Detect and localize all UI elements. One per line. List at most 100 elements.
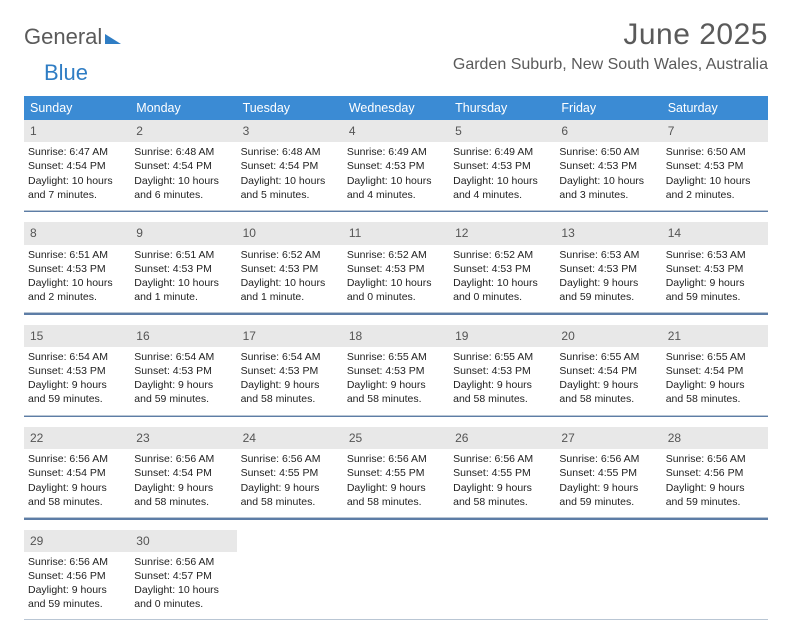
sunset-line: Sunset: 4:54 PM (28, 159, 126, 173)
sunrise-line: Sunrise: 6:54 AM (134, 350, 232, 364)
day-number: 11 (343, 222, 449, 244)
sunrise-line: Sunrise: 6:48 AM (134, 145, 232, 159)
day-number: 8 (24, 222, 130, 244)
day-cell: 22Sunrise: 6:56 AMSunset: 4:54 PMDayligh… (24, 427, 130, 517)
sunset-line: Sunset: 4:53 PM (666, 159, 764, 173)
sunrise-line: Sunrise: 6:52 AM (453, 248, 551, 262)
day-cell: . (449, 530, 555, 620)
sunset-line: Sunset: 4:53 PM (241, 262, 339, 276)
sunset-line: Sunset: 4:55 PM (559, 466, 657, 480)
day-cell: 30Sunrise: 6:56 AMSunset: 4:57 PMDayligh… (130, 530, 236, 620)
sunrise-line: Sunrise: 6:49 AM (347, 145, 445, 159)
sunrise-line: Sunrise: 6:54 AM (241, 350, 339, 364)
day-number: 22 (24, 427, 130, 449)
day-number: 15 (24, 325, 130, 347)
day-number: 25 (343, 427, 449, 449)
day-cell: 21Sunrise: 6:55 AMSunset: 4:54 PMDayligh… (662, 325, 768, 415)
day-cell: 11Sunrise: 6:52 AMSunset: 4:53 PMDayligh… (343, 222, 449, 312)
sunset-line: Sunset: 4:56 PM (28, 569, 126, 583)
sunrise-line: Sunrise: 6:56 AM (453, 452, 551, 466)
brand-mark-icon (105, 34, 121, 44)
day-cell: 2Sunrise: 6:48 AMSunset: 4:54 PMDaylight… (130, 120, 236, 210)
sunset-line: Sunset: 4:53 PM (559, 159, 657, 173)
week-separator (24, 211, 768, 213)
daylight-line: Daylight: 9 hours and 59 minutes. (666, 276, 764, 304)
sunset-line: Sunset: 4:53 PM (559, 262, 657, 276)
day-number: 23 (130, 427, 236, 449)
week-row: 1Sunrise: 6:47 AMSunset: 4:54 PMDaylight… (24, 120, 768, 211)
sunset-line: Sunset: 4:54 PM (134, 159, 232, 173)
day-cell: . (237, 530, 343, 620)
day-cell: 26 Sunrise: 6:56 AMSunset: 4:55 PMDayligh… (449, 427, 555, 517)
day-cell: 25Sunrise: 6:56 AMSunset: 4:55 PMDayligh… (343, 427, 449, 517)
day-cell: 24Sunrise: 6:56 AMSunset: 4:55 PMDayligh… (237, 427, 343, 517)
week-separator (24, 416, 768, 418)
brand-word-1: General (24, 24, 102, 50)
day-number: 27 (555, 427, 661, 449)
day-cell: 12Sunrise: 6:52 AMSunset: 4:53 PMDayligh… (449, 222, 555, 312)
day-cell: 16Sunrise: 6:54 AMSunset: 4:53 PMDayligh… (130, 325, 236, 415)
sunrise-line: Sunrise: 6:55 AM (453, 350, 551, 364)
week-row: 29Sunrise: 6:56 AMSunset: 4:56 PMDayligh… (24, 530, 768, 621)
daylight-line: Daylight: 9 hours and 58 minutes. (347, 481, 445, 509)
sunset-line: Sunset: 4:53 PM (347, 262, 445, 276)
day-number: 6 (555, 120, 661, 142)
daylight-line: Daylight: 9 hours and 58 minutes. (666, 378, 764, 406)
sunset-line: Sunset: 4:53 PM (347, 364, 445, 378)
day-number: 30 (130, 530, 236, 552)
sunrise-line: Sunrise: 6:47 AM (28, 145, 126, 159)
day-number: 7 (662, 120, 768, 142)
daylight-line: Daylight: 10 hours and 2 minutes. (666, 174, 764, 202)
day-number: 10 (237, 222, 343, 244)
dow-wednesday: Wednesday (343, 96, 449, 120)
daylight-line: Daylight: 9 hours and 59 minutes. (559, 481, 657, 509)
day-number: 3 (237, 120, 343, 142)
sunrise-line: Sunrise: 6:56 AM (666, 452, 764, 466)
daylight-line: Daylight: 10 hours and 0 minutes. (134, 583, 232, 611)
daylight-line: Daylight: 9 hours and 58 minutes. (453, 481, 551, 509)
sunrise-line: Sunrise: 6:53 AM (666, 248, 764, 262)
day-number: 24 (237, 427, 343, 449)
sunset-line: Sunset: 4:55 PM (453, 466, 551, 480)
sunset-line: Sunset: 4:54 PM (666, 364, 764, 378)
sunrise-line: Sunrise: 6:50 AM (666, 145, 764, 159)
day-number: 16 (130, 325, 236, 347)
day-cell: 29Sunrise: 6:56 AMSunset: 4:56 PMDayligh… (24, 530, 130, 620)
sunrise-line: Sunrise: 6:51 AM (28, 248, 126, 262)
dow-saturday: Saturday (662, 96, 768, 120)
day-cell: 18Sunrise: 6:55 AMSunset: 4:53 PMDayligh… (343, 325, 449, 415)
sunset-line: Sunset: 4:53 PM (666, 262, 764, 276)
day-cell: 23Sunrise: 6:56 AMSunset: 4:54 PMDayligh… (130, 427, 236, 517)
day-cell: . (343, 530, 449, 620)
sunrise-line: Sunrise: 6:56 AM (28, 555, 126, 569)
day-cell: 7 Sunrise: 6:50 AMSunset: 4:53 PMDaylight… (662, 120, 768, 210)
daylight-line: Daylight: 9 hours and 59 minutes. (666, 481, 764, 509)
daylight-line: Daylight: 10 hours and 3 minutes. (559, 174, 657, 202)
day-number: 18 (343, 325, 449, 347)
daylight-line: Daylight: 10 hours and 4 minutes. (453, 174, 551, 202)
dow-monday: Monday (130, 96, 236, 120)
day-number: 21 (662, 325, 768, 347)
day-cell: 15Sunrise: 6:54 AMSunset: 4:53 PMDayligh… (24, 325, 130, 415)
sunset-line: Sunset: 4:53 PM (134, 364, 232, 378)
daylight-line: Daylight: 10 hours and 0 minutes. (453, 276, 551, 304)
sunrise-line: Sunrise: 6:56 AM (241, 452, 339, 466)
sunrise-line: Sunrise: 6:56 AM (28, 452, 126, 466)
sunset-line: Sunset: 4:54 PM (559, 364, 657, 378)
day-number: 13 (555, 222, 661, 244)
day-cell: 6Sunrise: 6:50 AMSunset: 4:53 PMDaylight… (555, 120, 661, 210)
sunset-line: Sunset: 4:55 PM (347, 466, 445, 480)
daylight-line: Daylight: 9 hours and 58 minutes. (241, 481, 339, 509)
day-number: 26 (449, 427, 555, 449)
day-cell: 20Sunrise: 6:55 AMSunset: 4:54 PMDayligh… (555, 325, 661, 415)
sunrise-line: Sunrise: 6:56 AM (134, 452, 232, 466)
weeks-container: 1Sunrise: 6:47 AMSunset: 4:54 PMDaylight… (24, 120, 768, 620)
week-separator (24, 313, 768, 315)
daylight-line: Daylight: 9 hours and 59 minutes. (28, 378, 126, 406)
sunset-line: Sunset: 4:54 PM (134, 466, 232, 480)
calendar-page: General June 2025 Garden Suburb, New Sou… (0, 0, 792, 638)
sunset-line: Sunset: 4:56 PM (666, 466, 764, 480)
day-number: 14 (662, 222, 768, 244)
sunrise-line: Sunrise: 6:52 AM (347, 248, 445, 262)
sunset-line: Sunset: 4:53 PM (453, 159, 551, 173)
